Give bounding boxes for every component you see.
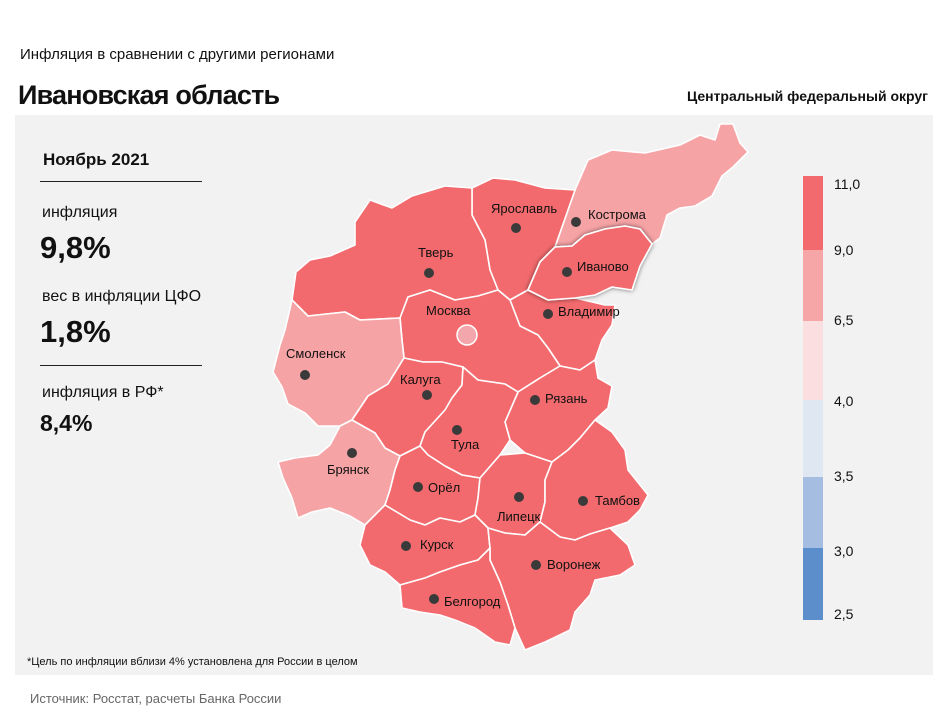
divider-top [40,181,202,182]
city-marker-kursk [401,541,411,551]
legend-band-4 [803,477,823,548]
rf-inflation-value: 8,4% [40,410,93,436]
label-belgorod: Белгород [444,594,501,609]
label-kaluga: Калуга [400,372,441,387]
city-marker-tambov [578,496,588,506]
label-kostroma: Кострома [588,207,647,222]
region-labels: Тверь Ярославль Кострома Иваново Москва … [286,201,647,609]
chart-subtitle: Инфляция в сравнении с другими регионами [20,46,335,63]
city-marker-ivanovo [562,267,572,277]
label-voronezh: Воронеж [547,557,601,572]
district-name: Центральный федеральный округ [686,88,928,104]
legend-band-1 [803,250,823,321]
label-kursk: Курск [420,537,454,552]
weight-value: 1,8% [40,314,111,349]
legend-band-2 [803,321,823,400]
label-moscow: Москва [426,303,471,318]
label-vladimir: Владимир [558,304,620,319]
legend-band-0 [803,176,823,250]
legend-tick-2: 6,5 [834,312,854,328]
divider-bottom [40,365,202,366]
label-tver: Тверь [418,245,454,260]
regional-capitals [300,217,588,604]
label-tambov: Тамбов [595,493,640,508]
legend-band-5 [803,548,823,620]
city-marker-smolensk [300,370,310,380]
city-marker-tver [424,268,434,278]
region-tambov [539,419,649,541]
city-marker-voronezh [531,560,541,570]
region-ryazan [504,359,613,463]
region-kostroma [554,123,749,248]
source-note: Источник: Росстат, расчеты Банка России [30,691,282,706]
label-bryansk: Брянск [327,462,369,477]
label-smolensk: Смоленск [286,346,346,361]
legend-band-3 [803,400,823,477]
inflation-label: инфляция [42,204,118,221]
city-marker-belgorod [429,594,439,604]
label-orel: Орёл [428,480,460,495]
footnote: *Цель по инфляции вблизи 4% установлена … [27,656,358,668]
legend-tick-4: 3,5 [834,468,854,484]
inflation-value: 9,8% [40,230,111,265]
city-marker-lipetsk [514,492,524,502]
city-marker-ryazan [530,395,540,405]
city-marker-orel [413,482,423,492]
label-yaroslavl: Ярославль [491,201,557,216]
label-lipetsk: Липецк [497,509,541,524]
region-ivanovo [527,225,653,301]
city-marker-kaluga [422,390,432,400]
city-marker-moscow [456,324,478,346]
period-label: Ноябрь 2021 [43,150,150,169]
label-ivanovo: Иваново [577,259,629,274]
label-tula: Тула [451,437,480,452]
city-marker-yaroslavl [511,223,521,233]
legend-tick-5: 3,0 [834,543,854,559]
city-marker-bryansk [347,448,357,458]
label-ryazan: Рязань [545,391,588,406]
region-bryansk [277,419,401,526]
city-marker-kostroma [571,217,581,227]
legend-tick-1: 9,0 [834,242,854,258]
legend-tick-6: 2,5 [834,606,854,622]
legend-tick-3: 4,0 [834,393,854,409]
rf-inflation-label: инфляция в РФ* [42,384,164,401]
region-title: Ивановская область [18,80,280,110]
weight-label: вес в инфляции ЦФО [42,288,202,305]
city-marker-tula [452,425,462,435]
legend-tick-0: 11,0 [834,176,861,192]
city-marker-vladimir [543,309,553,319]
region-belgorod [399,547,516,646]
